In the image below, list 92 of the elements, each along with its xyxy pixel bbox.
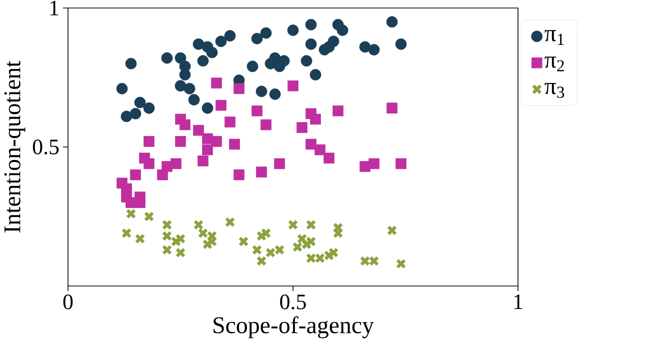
point [288, 80, 298, 92]
point [224, 216, 236, 228]
point [121, 228, 132, 238]
point [288, 220, 298, 230]
point [256, 256, 267, 266]
point [246, 60, 258, 72]
legend-label: π$_{3}$ [544, 83, 564, 98]
point [306, 220, 316, 230]
point [336, 24, 348, 36]
point [386, 16, 398, 28]
x-tick-label: 1 [514, 294, 522, 309]
point [260, 27, 272, 39]
x-tick-label: 0 [63, 294, 73, 310]
point [234, 83, 244, 94]
point [396, 158, 406, 170]
point [386, 225, 398, 236]
point [130, 108, 142, 120]
point [198, 156, 208, 166]
point [134, 197, 146, 208]
point [202, 144, 213, 156]
point [252, 244, 262, 255]
point [211, 136, 222, 147]
point [396, 258, 406, 269]
point [238, 236, 249, 247]
point [234, 169, 244, 180]
point [180, 119, 190, 130]
point [386, 102, 398, 114]
point [184, 82, 196, 94]
point [310, 69, 322, 80]
point [130, 169, 141, 180]
point [188, 94, 200, 106]
point [314, 144, 326, 156]
x-tick-label: 0.5 [280, 294, 306, 310]
point [306, 138, 316, 150]
point [116, 82, 128, 94]
point [332, 105, 344, 116]
point [175, 136, 186, 147]
y-axis-title: Intention-quotient [4, 60, 26, 232]
point [256, 86, 268, 98]
point [215, 36, 227, 48]
point [161, 52, 173, 64]
point [211, 78, 222, 88]
point [395, 38, 407, 50]
point [206, 46, 218, 58]
point [251, 32, 263, 44]
point [144, 136, 154, 147]
point [278, 55, 290, 67]
point [162, 244, 172, 255]
point [368, 44, 380, 56]
x-axis-title: Scope-of-agency [214, 316, 374, 338]
point [269, 88, 281, 100]
point [193, 124, 204, 136]
point [252, 105, 262, 116]
point [143, 102, 155, 114]
point [134, 234, 146, 244]
point [310, 114, 321, 125]
point [134, 96, 146, 108]
legend-label: π$_{1}$ [544, 30, 564, 45]
point [287, 24, 299, 36]
legend-label: π$_{2}$ [544, 56, 564, 72]
point [300, 55, 312, 67]
point [157, 169, 168, 180]
point [126, 208, 136, 219]
point [256, 166, 267, 178]
point [174, 80, 186, 92]
point [162, 220, 172, 230]
point [324, 152, 334, 164]
point [229, 138, 240, 150]
point [144, 211, 154, 222]
point [174, 52, 186, 64]
point [368, 158, 380, 170]
point [224, 30, 236, 42]
point [144, 158, 154, 170]
point [305, 38, 317, 50]
point [296, 122, 308, 133]
point [179, 69, 191, 80]
point [192, 38, 204, 50]
point [305, 18, 317, 30]
point [224, 116, 236, 128]
point [202, 102, 214, 114]
point [170, 158, 182, 170]
point [175, 248, 186, 258]
point [193, 220, 204, 230]
point [125, 58, 137, 70]
point [274, 158, 285, 170]
point [162, 230, 172, 242]
point [260, 119, 272, 130]
point [120, 110, 132, 122]
point [216, 100, 226, 111]
point [359, 41, 371, 53]
point [328, 36, 340, 48]
point [197, 55, 209, 67]
